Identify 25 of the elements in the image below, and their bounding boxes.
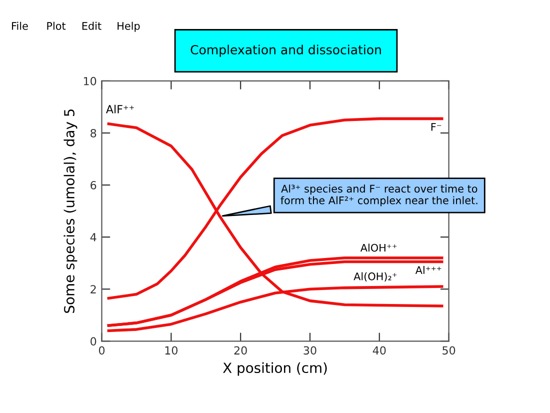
series-label: Al⁺⁺⁺ xyxy=(415,266,442,274)
y-tick-label: 6 xyxy=(90,181,96,190)
series-label: F⁻ xyxy=(431,123,442,131)
y-axis-title: Some species (umolal), day 5 xyxy=(64,109,78,313)
text: Plot xyxy=(47,22,66,30)
series-label: Al(OH)₂⁺ xyxy=(354,272,397,282)
chart-title: Complexation and dissociation xyxy=(190,44,381,57)
text: Help xyxy=(118,22,140,32)
annotation: Al³⁺ species and F⁻ react over time to form the AlF²⁺ complex near the inlet. xyxy=(280,184,478,206)
x-tick-label: 10 xyxy=(165,346,178,355)
y-tick-label: 2 xyxy=(90,285,96,294)
x-axis-title: X position (cm) xyxy=(223,362,327,376)
text: Edit xyxy=(82,22,102,30)
y-tick-label: 4 xyxy=(90,233,96,242)
series-label: AlOH⁺⁺ xyxy=(360,244,397,252)
x-tick-label: 30 xyxy=(304,346,316,355)
series-label: AlF⁺⁺ xyxy=(106,104,134,114)
y-tick-label: 10 xyxy=(84,76,96,86)
x-tick-label: 50 xyxy=(442,346,456,355)
y-tick-label: 8 xyxy=(90,128,96,138)
text: File xyxy=(12,22,28,30)
x-tick-label: 40 xyxy=(372,346,386,355)
x-tick-label: 0 xyxy=(98,346,105,355)
x-tick-label: 20 xyxy=(234,346,247,355)
y-tick-label: 0 xyxy=(90,337,96,346)
